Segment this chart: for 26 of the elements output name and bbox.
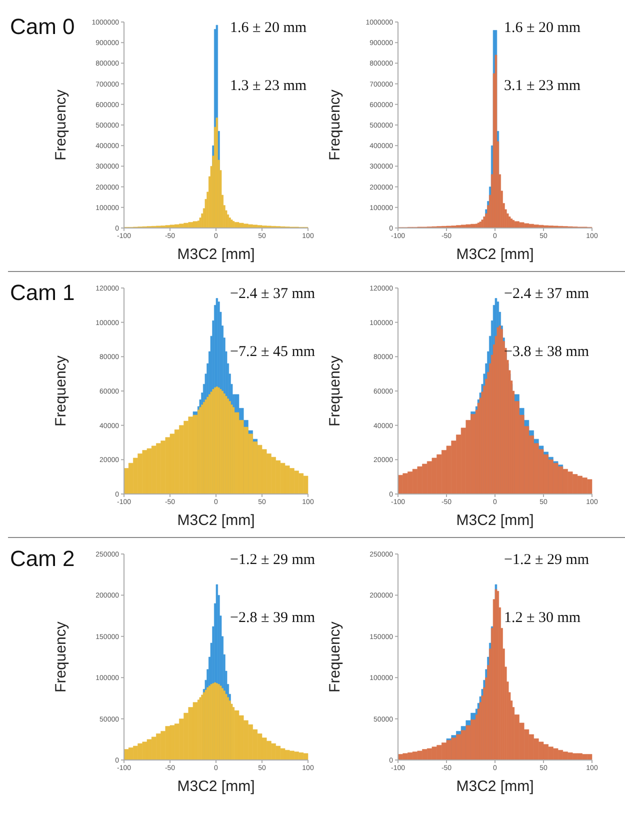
x-axis-title: M3C2 [mm] xyxy=(176,511,256,531)
y-axis-title: Frequency xyxy=(326,621,344,692)
annotation: −1.2 ± 29 mm xyxy=(504,552,590,569)
x-axis-title: M3C2 [mm] xyxy=(176,245,256,265)
chart-title: Cam 1 xyxy=(10,280,75,306)
annotation: 1.6 ± 20 mm xyxy=(504,20,581,37)
annotation: 1.3 ± 23 mm xyxy=(230,78,307,95)
annotation: 1.6 ± 20 mm xyxy=(230,20,307,37)
x-axis-title: M3C2 [mm] xyxy=(455,777,535,797)
y-axis-title: Frequency xyxy=(52,89,70,160)
chart-title: Cam 2 xyxy=(10,546,75,572)
x-axis-title: M3C2 [mm] xyxy=(455,511,535,531)
y-axis-title: Frequency xyxy=(326,355,344,426)
annotation: 3.1 ± 23 mm xyxy=(504,78,581,95)
annotation: −2.8 ± 39 mm xyxy=(230,610,316,627)
x-axis-title: M3C2 [mm] xyxy=(455,245,535,265)
y-axis-title: Frequency xyxy=(52,621,70,692)
y-axis-title: Frequency xyxy=(52,355,70,426)
annotation: −1.2 ± 29 mm xyxy=(230,552,316,569)
x-axis-title: M3C2 [mm] xyxy=(176,777,256,797)
chart-title: Cam 0 xyxy=(10,14,75,40)
y-axis-title: Frequency xyxy=(326,89,344,160)
annotation: −7.2 ± 45 mm xyxy=(230,344,316,361)
annotation: −2.4 ± 37 mm xyxy=(504,286,590,303)
annotation: −2.4 ± 37 mm xyxy=(230,286,316,303)
annotation: 1.2 ± 30 mm xyxy=(504,610,581,627)
